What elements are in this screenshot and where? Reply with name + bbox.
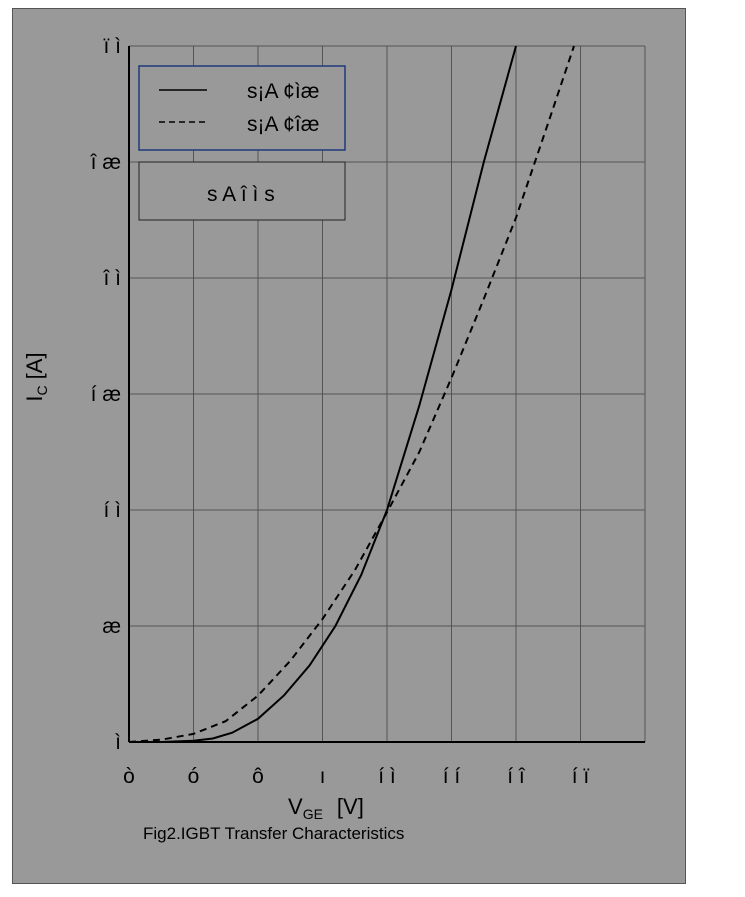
x-tick-label: í ì: [378, 765, 396, 788]
y-tick-label: î æ: [90, 151, 121, 174]
y-tick-label: ï ì: [103, 35, 121, 58]
y-axis-title-sub: C: [34, 385, 50, 395]
x-axis-title: VGE [V]: [288, 794, 364, 822]
series-line-solid: [129, 45, 517, 743]
x-tick-label: í ï: [572, 765, 590, 788]
y-axis-title-main: I: [22, 395, 47, 401]
y-tick-label: í æ: [91, 383, 121, 406]
y-tick-label: ì: [115, 731, 121, 754]
y-tick-labels: ì æ í ì í æ î ì î æ ï ì: [90, 35, 121, 754]
series-layer: [128, 45, 575, 743]
x-axis-title-sub: GE: [303, 806, 323, 822]
x-tick-label: ó: [188, 765, 200, 788]
x-tick-label: ò: [123, 765, 135, 788]
x-tick-label: ı: [320, 765, 326, 788]
series-line-dashed: [128, 45, 575, 743]
x-tick-label: ô: [252, 765, 264, 788]
transfer-characteristics-chart: ì æ í ì í æ î ì î æ ï ì ò ó ô ı í ì í í í î í ï s¡A ¢…: [22, 35, 646, 843]
legend: s¡A ¢ìæ s¡A ¢îæ: [138, 65, 346, 151]
condition-frame: [138, 161, 346, 221]
x-axis-title-main: V: [288, 794, 303, 819]
y-tick-label: í ì: [103, 499, 121, 522]
svg-text:IC[A]: IC [A]: [22, 352, 50, 401]
y-tick-label: æ: [102, 615, 121, 638]
x-tick-label: í î: [507, 765, 526, 788]
axis-layer: [128, 46, 645, 743]
condition-label: s A î ì s: [207, 183, 275, 206]
legend-label-dashed: s¡A ¢îæ: [247, 113, 319, 136]
legend-frame: [138, 65, 346, 151]
chart-panel: ì æ í ì í æ î ì î æ ï ì ò ó ô ı í ì í í í î í ï s¡A ¢…: [12, 8, 686, 884]
y-axis-title-unit: [A]: [22, 352, 47, 379]
condition-box: s A î ì s: [138, 161, 346, 221]
x-tick-label: í í: [443, 765, 461, 788]
y-axis-title: IC [A]: [22, 352, 50, 401]
legend-label-solid: s¡A ¢ìæ: [247, 80, 319, 103]
figure-caption: Fig2.IGBT Transfer Characteristics: [143, 824, 404, 843]
x-axis-title-unit: [V]: [337, 794, 364, 819]
y-tick-label: î ì: [102, 267, 121, 290]
